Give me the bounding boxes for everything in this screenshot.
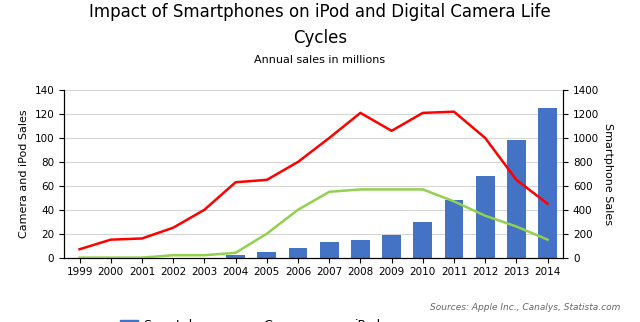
Cameras [481,136,489,140]
Legend: Smartphones, Cameras, iPods: Smartphones, Cameras, iPods [115,314,393,322]
Bar [257,251,276,258]
Bar [507,140,526,258]
iPods [356,187,364,191]
Line: iPods: iPods [79,189,548,258]
Y-axis label: Smartphone Sales: Smartphone Sales [603,123,613,225]
Cameras [107,238,115,242]
Cameras [200,208,208,212]
Bar [320,242,339,258]
Bar [476,176,495,258]
iPods [232,251,239,255]
Cameras [294,160,302,164]
Bar [289,248,307,258]
Cameras [170,226,177,230]
Bar [227,255,245,258]
iPods [481,214,489,218]
iPods [325,190,333,194]
Cameras [325,136,333,140]
Text: Impact of Smartphones on iPod and Digital Camera Life: Impact of Smartphones on iPod and Digita… [89,3,551,21]
Cameras [138,237,146,241]
iPods [200,253,208,257]
Cameras [419,111,427,115]
iPods [263,232,271,236]
iPods [107,256,115,260]
Cameras [450,110,458,114]
iPods [170,253,177,257]
Bar [351,240,370,258]
Cameras [544,202,552,206]
Y-axis label: Camera and iPod Sales: Camera and iPod Sales [19,109,29,238]
Cameras [263,178,271,182]
iPods [513,224,520,228]
iPods [294,208,302,212]
Line: Cameras: Cameras [79,112,548,249]
Bar [382,235,401,258]
iPods [544,238,552,242]
iPods [76,256,83,260]
iPods [388,187,396,191]
Cameras [76,247,83,251]
iPods [419,187,427,191]
Text: Cycles: Cycles [293,29,347,47]
Text: Sources: Apple Inc., Canalys, Statista.com: Sources: Apple Inc., Canalys, Statista.c… [431,303,621,312]
iPods [138,256,146,260]
Cameras [388,129,396,133]
Cameras [232,180,239,184]
Text: Annual sales in millions: Annual sales in millions [255,55,385,65]
Cameras [513,178,520,182]
Bar [538,108,557,258]
iPods [450,199,458,203]
Cameras [356,111,364,115]
Bar [413,222,432,258]
Bar [445,200,463,258]
